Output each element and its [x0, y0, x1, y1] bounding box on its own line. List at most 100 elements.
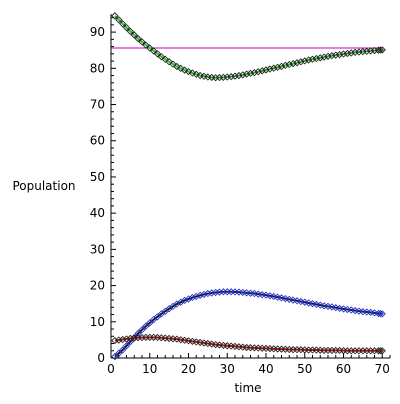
x-tick-label: 30	[220, 362, 235, 376]
data-point	[184, 67, 193, 76]
data-point	[285, 60, 293, 69]
data-point	[115, 16, 123, 24]
x-tick-label: 50	[297, 362, 312, 376]
data-point	[146, 44, 154, 52]
data-point	[378, 310, 386, 318]
data-point	[273, 63, 282, 71]
data-point	[304, 56, 313, 64]
data-point	[246, 69, 255, 78]
data-point	[200, 290, 208, 299]
data-point	[376, 46, 384, 54]
data-point	[188, 293, 197, 302]
data-point	[324, 52, 332, 61]
data-point	[180, 66, 189, 74]
data-point	[126, 27, 135, 36]
data-point	[149, 315, 158, 324]
y-tick-label: 10	[90, 315, 105, 329]
data-point	[242, 70, 251, 78]
data-point	[122, 23, 131, 32]
ticks-layer: 0 10 20 30 40 50 60 70 0 10 20 30 40 50 60 70 80 90	[90, 17, 391, 376]
y-tick-label: 0	[97, 351, 105, 365]
data-point	[239, 71, 247, 79]
x-tick-label: 70	[375, 362, 390, 376]
axes-layer	[110, 14, 390, 359]
data-point	[301, 57, 309, 65]
data-point	[270, 64, 278, 72]
data-point	[173, 62, 181, 71]
series-line	[114, 15, 383, 79]
data-point	[118, 346, 127, 354]
y-tick-label: 50	[90, 170, 105, 184]
data-point	[376, 310, 384, 318]
x-tick-label: 0	[107, 362, 115, 376]
data-point	[227, 73, 235, 81]
data-point	[343, 49, 352, 58]
data-point	[134, 34, 142, 43]
data-point	[332, 51, 340, 59]
data-point	[235, 71, 243, 80]
data-point	[254, 68, 262, 76]
data-point	[188, 69, 197, 77]
data-point	[312, 54, 321, 63]
data-point	[115, 336, 123, 344]
data-point	[142, 322, 150, 330]
series-lower-model	[111, 333, 386, 355]
data-point	[328, 52, 336, 60]
data-point	[111, 336, 119, 345]
data-point	[262, 66, 270, 74]
data-point	[111, 352, 119, 361]
data-point	[192, 292, 200, 301]
data-point	[138, 38, 146, 46]
data-point	[208, 289, 216, 297]
x-tick-label: 20	[181, 362, 196, 376]
data-point	[378, 46, 386, 54]
y-tick-label: 60	[90, 134, 105, 148]
data-point	[196, 291, 204, 299]
data-point	[335, 50, 344, 59]
x-tick-label: 10	[142, 362, 157, 376]
series-layer	[111, 12, 386, 361]
data-point	[231, 72, 239, 80]
data-point	[122, 335, 131, 343]
data-point	[258, 67, 266, 75]
data-point	[277, 62, 286, 70]
y-tick-label: 40	[90, 206, 105, 220]
data-point	[184, 295, 193, 303]
data-point	[149, 47, 158, 55]
data-point	[289, 59, 297, 68]
y-tick-label: 30	[90, 242, 105, 256]
data-point	[157, 53, 166, 61]
data-point	[177, 64, 185, 72]
data-point	[118, 335, 127, 344]
data-point	[122, 342, 131, 350]
data-point	[134, 329, 142, 338]
data-point	[339, 50, 348, 58]
y-tick-label: 20	[90, 279, 105, 293]
data-point	[153, 50, 162, 58]
data-point	[281, 61, 290, 70]
series-upper-model	[111, 12, 386, 82]
data-point	[320, 53, 328, 61]
data-point	[316, 54, 324, 62]
x-axis-label: time	[234, 381, 261, 395]
data-point	[297, 58, 305, 66]
data-point	[347, 49, 355, 57]
x-tick-label: 60	[336, 362, 351, 376]
data-point	[293, 59, 301, 67]
data-point	[138, 326, 146, 334]
data-point	[146, 319, 154, 327]
data-point	[161, 55, 169, 63]
y-axis-label: Population	[12, 179, 75, 193]
data-point	[180, 296, 189, 305]
data-point	[204, 289, 212, 298]
data-point	[111, 12, 119, 20]
data-point	[266, 65, 274, 73]
y-tick-label: 80	[90, 61, 105, 75]
data-point	[250, 69, 259, 77]
x-tick-label: 40	[258, 362, 273, 376]
data-point	[169, 60, 177, 68]
data-point	[130, 31, 138, 39]
data-point	[165, 58, 173, 66]
